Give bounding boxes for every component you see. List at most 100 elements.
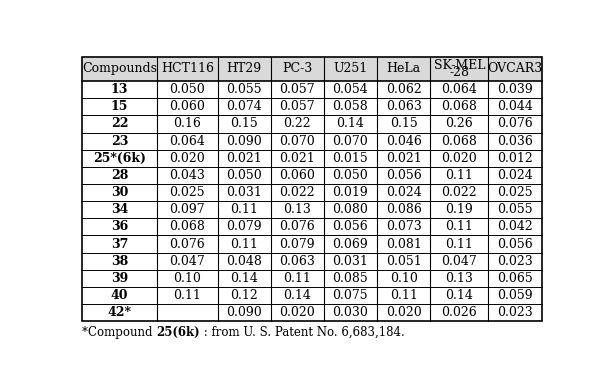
- Text: 0.12: 0.12: [230, 289, 258, 302]
- Text: 0.13: 0.13: [283, 203, 311, 216]
- Text: 0.11: 0.11: [230, 203, 258, 216]
- Text: 0.012: 0.012: [497, 152, 533, 165]
- Text: 0.22: 0.22: [283, 117, 311, 130]
- Text: 0.030: 0.030: [333, 306, 368, 319]
- Text: 0.056: 0.056: [385, 169, 421, 182]
- Text: HeLa: HeLa: [387, 63, 421, 75]
- Text: 0.063: 0.063: [385, 100, 421, 113]
- Text: 0.031: 0.031: [333, 255, 368, 268]
- Text: 25(6k): 25(6k): [156, 326, 199, 339]
- Text: 0.051: 0.051: [385, 255, 421, 268]
- Text: 0.074: 0.074: [226, 100, 262, 113]
- Text: 0.080: 0.080: [333, 203, 368, 216]
- Text: 0.076: 0.076: [497, 117, 533, 130]
- Text: 0.090: 0.090: [226, 306, 262, 319]
- Text: 0.015: 0.015: [333, 152, 368, 165]
- Text: 0.11: 0.11: [283, 272, 311, 285]
- Text: 0.050: 0.050: [170, 83, 206, 96]
- Text: 0.055: 0.055: [497, 203, 533, 216]
- Text: 0.025: 0.025: [170, 186, 206, 199]
- Text: 0.065: 0.065: [497, 272, 533, 285]
- Text: PC-3: PC-3: [282, 63, 313, 75]
- Text: 0.076: 0.076: [280, 220, 315, 234]
- Text: 0.047: 0.047: [441, 255, 477, 268]
- Text: 0.070: 0.070: [280, 135, 315, 147]
- Bar: [81, 57, 542, 81]
- Text: 0.044: 0.044: [497, 100, 533, 113]
- Text: *Compound: *Compound: [81, 326, 156, 339]
- Text: 0.062: 0.062: [385, 83, 421, 96]
- Text: 0.043: 0.043: [170, 169, 206, 182]
- Text: 0.022: 0.022: [280, 186, 315, 199]
- Text: 0.020: 0.020: [441, 152, 477, 165]
- Text: 0.036: 0.036: [497, 135, 533, 147]
- Text: 0.057: 0.057: [280, 83, 315, 96]
- Text: 0.021: 0.021: [280, 152, 315, 165]
- Text: 0.14: 0.14: [336, 117, 364, 130]
- Text: 0.10: 0.10: [390, 272, 418, 285]
- Text: 34: 34: [111, 203, 128, 216]
- Text: U251: U251: [333, 63, 368, 75]
- Text: 0.068: 0.068: [441, 100, 477, 113]
- Text: 42*: 42*: [108, 306, 131, 319]
- Text: 0.023: 0.023: [497, 306, 533, 319]
- Text: 0.020: 0.020: [170, 152, 206, 165]
- Text: 0.11: 0.11: [445, 220, 473, 234]
- Text: : from U. S. Patent No. 6,683,184.: : from U. S. Patent No. 6,683,184.: [199, 326, 404, 339]
- Text: 0.022: 0.022: [441, 186, 477, 199]
- Text: 40: 40: [111, 289, 128, 302]
- Text: 0.059: 0.059: [497, 289, 533, 302]
- Text: 0.024: 0.024: [385, 186, 421, 199]
- Text: 0.050: 0.050: [333, 169, 368, 182]
- Text: 0.024: 0.024: [497, 169, 533, 182]
- Text: 0.063: 0.063: [279, 255, 315, 268]
- Text: 0.055: 0.055: [226, 83, 262, 96]
- Text: HT29: HT29: [227, 63, 261, 75]
- Text: 0.11: 0.11: [173, 289, 201, 302]
- Text: 0.021: 0.021: [226, 152, 262, 165]
- Text: 0.13: 0.13: [445, 272, 473, 285]
- Text: Compounds: Compounds: [82, 63, 157, 75]
- Text: 0.039: 0.039: [497, 83, 533, 96]
- Text: 0.079: 0.079: [280, 237, 315, 251]
- Text: 0.073: 0.073: [385, 220, 421, 234]
- Text: 30: 30: [111, 186, 128, 199]
- Text: 0.023: 0.023: [497, 255, 533, 268]
- Text: 0.079: 0.079: [226, 220, 262, 234]
- Text: 0.060: 0.060: [279, 169, 315, 182]
- Text: 0.075: 0.075: [333, 289, 368, 302]
- Text: 0.086: 0.086: [385, 203, 421, 216]
- Text: 0.14: 0.14: [230, 272, 258, 285]
- Text: 0.056: 0.056: [497, 237, 533, 251]
- Text: 0.11: 0.11: [230, 237, 258, 251]
- Text: 0.026: 0.026: [441, 306, 477, 319]
- Text: 0.020: 0.020: [385, 306, 421, 319]
- Text: 37: 37: [111, 237, 128, 251]
- Text: 0.057: 0.057: [280, 100, 315, 113]
- Text: 0.058: 0.058: [333, 100, 368, 113]
- Text: 36: 36: [111, 220, 128, 234]
- Text: 0.054: 0.054: [333, 83, 368, 96]
- Text: 0.14: 0.14: [445, 289, 473, 302]
- Text: 0.056: 0.056: [333, 220, 368, 234]
- Text: 0.060: 0.060: [170, 100, 206, 113]
- Text: 28: 28: [111, 169, 128, 182]
- Text: 38: 38: [111, 255, 128, 268]
- Text: 0.069: 0.069: [333, 237, 368, 251]
- Text: 0.11: 0.11: [445, 169, 473, 182]
- Text: 22: 22: [111, 117, 128, 130]
- Text: 0.046: 0.046: [385, 135, 421, 147]
- Text: 0.10: 0.10: [173, 272, 201, 285]
- Text: 0.021: 0.021: [385, 152, 421, 165]
- Text: 0.11: 0.11: [445, 237, 473, 251]
- Text: 0.085: 0.085: [333, 272, 368, 285]
- Text: SK-MEL: SK-MEL: [434, 59, 485, 72]
- Text: 0.14: 0.14: [283, 289, 311, 302]
- Text: 0.064: 0.064: [170, 135, 206, 147]
- Text: 0.097: 0.097: [170, 203, 206, 216]
- Text: 0.042: 0.042: [497, 220, 533, 234]
- Text: 15: 15: [111, 100, 128, 113]
- Text: 0.15: 0.15: [230, 117, 258, 130]
- Text: 0.068: 0.068: [170, 220, 206, 234]
- Text: 0.11: 0.11: [390, 289, 418, 302]
